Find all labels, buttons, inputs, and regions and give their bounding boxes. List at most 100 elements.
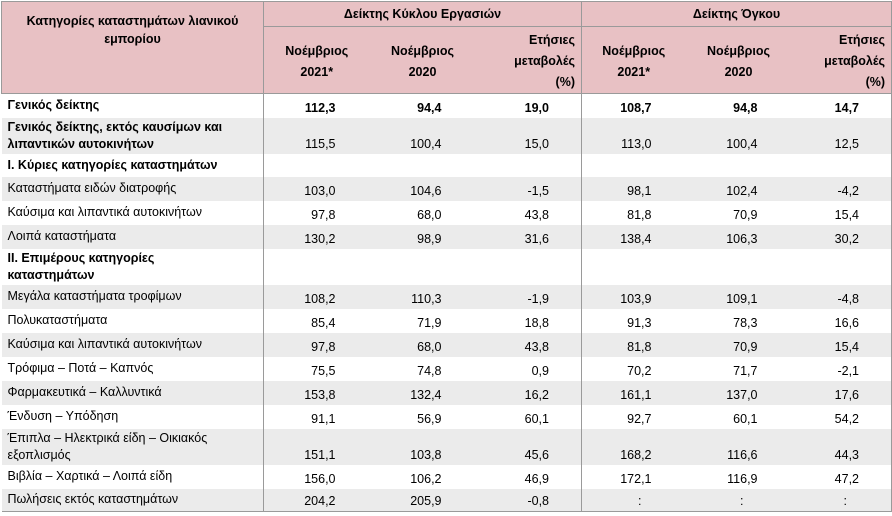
- cell-volume-annual: 44,3: [791, 428, 892, 465]
- cell-turnover-current: 112,3: [263, 93, 370, 118]
- cell-turnover-annual: 31,6: [524, 231, 549, 246]
- section-header-row: Ι. Κύριες κατηγορίες καταστημάτων: [2, 153, 892, 177]
- row-label: Καύσιμα και λιπαντικά αυτοκινήτων: [7, 205, 202, 219]
- cell-volume-previous: 116,6: [727, 447, 758, 462]
- row-label: Καύσιμα και λιπαντικά αυτοκινήτων: [7, 337, 202, 351]
- cell-turnover-annual: 45,6: [524, 447, 549, 462]
- cell-turnover-annual: 43,8: [524, 339, 549, 354]
- cell-volume-previous: 78,3: [733, 315, 758, 330]
- column-header-volume-previous: Νοέμβριος 2020: [685, 26, 792, 94]
- cell-volume-current: 161,1: [581, 380, 686, 405]
- cell-turnover-annual: 16,2: [524, 387, 549, 402]
- column-header-turnover-annual: Ετήσιες μεταβολές (%): [475, 26, 582, 94]
- cell-volume-current: 172,1: [581, 464, 686, 489]
- cell-volume-annual: 15,4: [791, 332, 892, 357]
- cell-turnover-annual: 60,1: [524, 411, 549, 426]
- cell-volume-previous: 106,3: [726, 231, 758, 246]
- cell-volume-annual: -2,1: [791, 356, 892, 381]
- cell-turnover-annual: 46,9: [524, 471, 549, 486]
- row-label: Φαρμακευτικά – Καλλυντικά: [7, 385, 162, 399]
- column-header-turnover-current: Νοέμβριος 2021*: [263, 26, 370, 94]
- cell-turnover-previous: 205,9: [369, 488, 476, 512]
- cell-turnover-current: 75,5: [263, 356, 370, 381]
- row-label: Έπιπλα – Ηλεκτρικά είδη – Οικιακός εξοπλ…: [7, 430, 208, 462]
- cell-volume-previous: 137,0: [726, 387, 758, 402]
- table-row: Μεγάλα καταστήματα τροφίμων 108,2 110,3 …: [1, 284, 892, 309]
- table-row: Λοιπά καταστήματα 130,2 98,9 31,6 138,4 …: [1, 224, 892, 249]
- cell-turnover-annual: -1,5: [527, 183, 549, 198]
- cell-volume-previous: 70,9: [733, 207, 758, 222]
- cell-turnover-annual: 43,8: [524, 207, 549, 222]
- cell-turnover-current: 204,2: [263, 488, 370, 512]
- group-header-volume: Δείκτης Όγκου: [580, 1, 892, 27]
- cell-turnover-previous: 110,3: [411, 291, 442, 306]
- cell-volume-previous: 71,7: [733, 363, 758, 378]
- cell-turnover-previous: 74,8: [417, 363, 442, 378]
- cell-volume-annual: 15,4: [791, 200, 892, 225]
- cell-volume-annual: 17,6: [791, 380, 892, 405]
- row-label: Γενικός δείκτης, εκτός καυσίμων και λιπα…: [7, 119, 223, 151]
- table-row: Καύσιμα και λιπαντικά αυτοκινήτων 97,8 6…: [1, 332, 892, 357]
- cell-turnover-current: 91,1: [263, 404, 370, 429]
- cell-volume-current: 113,0: [581, 117, 686, 154]
- cell-volume-previous: 100,4: [726, 136, 758, 151]
- row-label: Λοιπά καταστήματα: [7, 229, 117, 243]
- table-row: Καταστήματα ειδών διατροφής 103,0 104,6 …: [1, 176, 892, 201]
- cell-turnover-current: 85,4: [263, 308, 370, 333]
- table-row: Έπιπλα – Ηλεκτρικά είδη – Οικιακός εξοπλ…: [1, 428, 892, 465]
- cell-volume-current: 103,9: [581, 284, 686, 309]
- cell-volume-annual: 14,7: [791, 93, 892, 118]
- cell-volume-current: 92,7: [581, 404, 686, 429]
- cell-turnover-annual: 15,0: [524, 136, 549, 151]
- cell-volume-current: 98,1: [581, 176, 686, 201]
- cell-volume-annual: 12,5: [791, 117, 892, 154]
- cell-turnover-previous: 103,8: [410, 447, 442, 462]
- cell-volume-annual: 30,2: [791, 224, 892, 249]
- cell-turnover-annual: -1,9: [527, 291, 549, 306]
- column-header-volume-annual: Ετήσιες μεταβολές (%): [791, 26, 892, 94]
- cell-volume-annual: 16,6: [791, 308, 892, 333]
- cell-volume-current: 108,7: [581, 93, 686, 118]
- cell-turnover-previous: 104,6: [410, 183, 442, 198]
- cell-turnover-previous: 56,9: [417, 411, 442, 426]
- cell-volume-previous: 116,9: [727, 471, 758, 486]
- cell-turnover-current: 115,5: [263, 117, 370, 154]
- cell-volume-annual: 54,2: [791, 404, 892, 429]
- row-label: Τρόφιμα – Ποτά – Καπνός: [7, 361, 154, 375]
- cell-turnover-annual: 18,8: [524, 315, 549, 330]
- cell-turnover-previous: 132,4: [410, 387, 442, 402]
- cell-turnover-previous: 98,9: [417, 231, 442, 246]
- cell-turnover-previous: 68,0: [417, 207, 442, 222]
- column-header-category: Κατηγορίες καταστημάτων λιανικού εμπορίο…: [1, 1, 264, 94]
- column-header-volume-current: Νοέμβριος 2021*: [581, 26, 686, 94]
- cell-turnover-current: 103,0: [263, 176, 370, 201]
- row-label: Γενικός δείκτης: [7, 98, 100, 113]
- section-header-row: ΙΙ. Επιμέρους κατηγορίες καταστημάτων: [2, 248, 892, 285]
- section-label: ΙΙ. Επιμέρους κατηγορίες καταστημάτων: [7, 250, 155, 282]
- table-row: Γενικός δείκτης 112,3 94,4 19,0 108,7 94…: [2, 93, 892, 118]
- cell-turnover-annual: 0,9: [531, 363, 549, 378]
- cell-turnover-annual: 19,0: [524, 100, 549, 115]
- cell-volume-current: 70,2: [581, 356, 686, 381]
- cell-turnover-current: 156,0: [263, 464, 370, 489]
- cell-turnover-current: 130,2: [263, 224, 370, 249]
- cell-turnover-previous: 94,4: [417, 100, 442, 115]
- table-row: Καύσιμα και λιπαντικά αυτοκινήτων 97,8 6…: [2, 200, 892, 225]
- cell-volume-current: 91,3: [581, 308, 686, 333]
- table-row: Τρόφιμα – Ποτά – Καπνός 75,5 74,8 0,9 70…: [2, 356, 892, 381]
- cell-turnover-current: 97,8: [263, 332, 370, 357]
- row-label: Βιβλία – Χαρτικά – Λοιπά είδη: [7, 469, 173, 483]
- cell-volume-current: 168,2: [581, 428, 686, 465]
- table-row: Ένδυση – Υπόδηση 91,1 56,9 60,1 92,7 60,…: [2, 404, 892, 429]
- cell-volume-annual: 47,2: [791, 464, 892, 489]
- cell-turnover-previous: 106,2: [410, 471, 442, 486]
- cell-volume-previous: 70,9: [733, 339, 758, 354]
- cell-volume-annual: -4,8: [791, 284, 892, 309]
- row-label: Ένδυση – Υπόδηση: [7, 409, 119, 423]
- cell-turnover-current: 108,2: [263, 284, 370, 309]
- table-row: Πωλήσεις εκτός καταστημάτων 204,2 205,9 …: [1, 488, 892, 512]
- cell-volume-current: 81,8: [581, 332, 686, 357]
- column-header-turnover-previous: Νοέμβριος 2020: [369, 26, 476, 94]
- cell-turnover-previous: 71,9: [417, 315, 442, 330]
